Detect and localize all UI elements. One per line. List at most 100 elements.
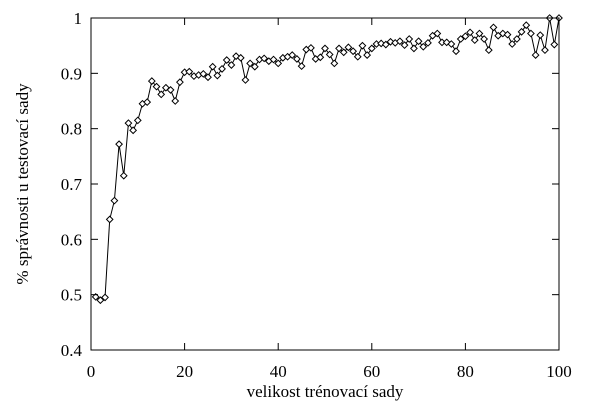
- data-point: [260, 54, 269, 63]
- data-point: [204, 73, 212, 82]
- data-point: [236, 53, 245, 62]
- data-point: [353, 52, 362, 61]
- data-point: [321, 44, 329, 53]
- data-point: [325, 50, 334, 59]
- data-point: [456, 35, 465, 43]
- data-point: [157, 90, 166, 99]
- data-point: [222, 56, 231, 64]
- data-point: [218, 64, 226, 73]
- data-point: [213, 71, 222, 80]
- y-axis-ticks: 0.4 0.5 0.6 0.7 0.8 0.9 1: [61, 9, 559, 360]
- data-point: [227, 61, 236, 69]
- y-tick-label: 0.5: [61, 286, 82, 305]
- data-point: [110, 196, 119, 205]
- data-point: [297, 62, 306, 71]
- data-point: [424, 38, 432, 47]
- data-point: [536, 31, 545, 40]
- x-tick-label: 20: [176, 362, 193, 381]
- data-point: [433, 29, 442, 38]
- data-point: [395, 37, 404, 46]
- y-tick-label: 0.8: [61, 120, 82, 139]
- data-point: [414, 37, 423, 46]
- data-point: [330, 59, 339, 68]
- data-point: [147, 77, 156, 85]
- plot-frame: [90, 17, 560, 351]
- y-tick-label: 1: [74, 9, 83, 28]
- data-point: [498, 29, 507, 38]
- data-point: [452, 47, 460, 56]
- x-tick-label: 60: [363, 362, 380, 381]
- data-point: [115, 140, 123, 149]
- data-point: [358, 41, 367, 50]
- data-point: [475, 29, 484, 38]
- data-point: [550, 40, 559, 49]
- data-point: [400, 41, 409, 50]
- data-point: [419, 42, 428, 51]
- data-point: [185, 67, 194, 76]
- data-point: [241, 76, 250, 84]
- data-point: [208, 62, 217, 71]
- y-axis-label: % správnosti u testovací sady: [13, 83, 32, 285]
- data-point: [96, 296, 105, 305]
- data-point: [512, 35, 521, 43]
- data-point: [91, 292, 100, 301]
- data-point: [166, 86, 175, 94]
- data-point: [480, 35, 489, 43]
- data-point: [105, 215, 114, 224]
- data-point: [522, 21, 531, 30]
- data-point: [508, 40, 517, 48]
- x-axis-ticks: 0 20 40 60 80 100: [87, 18, 572, 381]
- data-point: [531, 51, 540, 59]
- data-point: [527, 29, 535, 38]
- data-point: [246, 59, 255, 68]
- x-tick-label: 0: [87, 362, 96, 381]
- data-point: [143, 98, 152, 107]
- data-point: [344, 43, 353, 52]
- y-tick-label: 0.4: [61, 341, 83, 360]
- plot-marks: [91, 14, 563, 305]
- data-point: [133, 116, 142, 125]
- data-point: [293, 55, 301, 63]
- data-point: [339, 48, 348, 57]
- data-point: [484, 46, 493, 55]
- data-point: [363, 51, 372, 59]
- data-point: [461, 32, 470, 41]
- data-point: [466, 28, 474, 37]
- data-point: [447, 40, 456, 48]
- data-point: [176, 78, 184, 87]
- data-point: [274, 59, 283, 68]
- y-tick-label: 0.7: [61, 175, 83, 194]
- data-point: [367, 44, 376, 53]
- data-point: [503, 30, 512, 39]
- x-tick-label: 100: [546, 362, 572, 381]
- data-point: [470, 36, 479, 45]
- data-point: [124, 119, 133, 128]
- y-tick-label: 0.6: [61, 230, 82, 249]
- data-point: [152, 82, 161, 91]
- data-point: [410, 44, 418, 53]
- data-point: [269, 55, 278, 64]
- x-axis-label: velikost trénovací sady: [247, 382, 404, 401]
- data-point: [199, 69, 208, 78]
- data-point: [489, 23, 498, 32]
- data-point: [288, 51, 297, 59]
- y-tick-label: 0.9: [61, 64, 82, 83]
- data-point: [101, 293, 109, 302]
- data-point: [405, 35, 414, 43]
- data-point: [129, 126, 138, 135]
- data-point: [171, 97, 180, 105]
- x-tick-label: 80: [457, 362, 474, 381]
- data-point: [307, 43, 315, 52]
- data-point: [349, 47, 357, 56]
- x-tick-label: 40: [270, 362, 287, 381]
- data-point: [541, 46, 549, 55]
- data-point: [517, 27, 526, 36]
- data-point: [335, 44, 343, 53]
- data-point: [119, 171, 128, 180]
- series-line: [95, 17, 560, 301]
- data-point: [250, 62, 259, 71]
- data-point: [316, 53, 325, 62]
- data-point: [381, 40, 390, 49]
